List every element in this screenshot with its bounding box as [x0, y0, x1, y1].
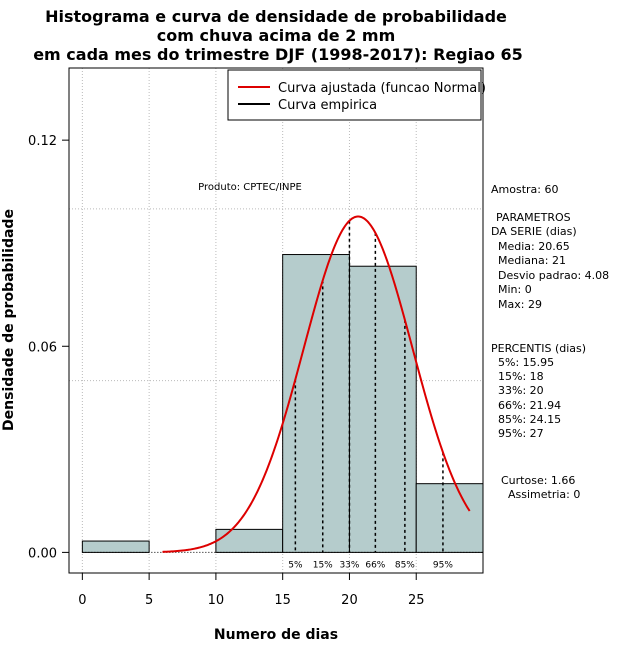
percentile-label: 5%: [288, 560, 303, 570]
pct-85: 85%: 24.15: [498, 413, 561, 426]
legend-label-fit: Curva ajustada (funcao Normal): [278, 81, 486, 96]
param-max: Max: 29: [498, 298, 542, 311]
normal-curve-layer: [162, 215, 471, 553]
legend: Curva ajustada (funcao Normal) Curva emp…: [227, 69, 486, 121]
product-annotation: Produto: CPTEC/INPE: [198, 182, 302, 193]
histogram-bar: [415, 483, 484, 553]
legend-box: [227, 69, 482, 121]
histogram-bar: [215, 528, 284, 553]
percentile-label: 66%: [365, 560, 385, 570]
pct-5: 5%: 15.95: [498, 356, 554, 369]
percentile-label: 85%: [395, 560, 415, 570]
y-axis-label: Densidade de probabilidade: [1, 209, 17, 431]
legend-label-empirical: Curva empirica: [278, 98, 377, 113]
percentile-label: 15%: [313, 560, 333, 570]
pct-title: PERCENTIS (dias): [491, 342, 586, 355]
y-tick-label: 0.12: [28, 134, 57, 149]
histogram-bars: [81, 254, 484, 553]
param-sd: Desvio padrao: 4.08: [498, 269, 609, 282]
chart-title-line-1: Histograma e curva de densidade de proba…: [45, 7, 507, 26]
x-tick-label: 20: [341, 593, 358, 608]
x-tick-label: 15: [274, 593, 291, 608]
chart-title-line-2: com chuva acima de 2 mm: [157, 26, 396, 45]
pct-33: 33%: 20: [498, 384, 544, 397]
chart-title-line-3: em cada mes do trimestre DJF (1998-2017)…: [33, 45, 523, 64]
sample-size: Amostra: 60: [491, 183, 558, 196]
pct-15: 15%: 18: [498, 370, 544, 383]
histogram-bar: [348, 265, 417, 553]
pct-66: 66%: 21.94: [498, 399, 561, 412]
y-tick-label: 0.06: [28, 340, 57, 355]
percentile-lines: 5% 15% 33% 66% 85% 95%: [288, 220, 453, 570]
percentile-label: 95%: [433, 560, 453, 570]
histogram-bar: [81, 540, 150, 553]
histogram-bar: [282, 254, 350, 553]
x-tick-label: 0: [78, 593, 86, 608]
params-title-2: DA SERIE (dias): [491, 225, 577, 238]
param-min: Min: 0: [498, 283, 532, 296]
param-median: Mediana: 21: [498, 254, 566, 267]
assimetria: Assimetria: 0: [508, 488, 580, 501]
curtose: Curtose: 1.66: [501, 474, 575, 487]
x-axis: 0 5 10 15 20 25: [78, 572, 425, 608]
x-tick-label: 5: [145, 593, 153, 608]
x-tick-label: 25: [408, 593, 425, 608]
normal-curve: [162, 215, 471, 553]
params-title-1: PARAMETROS: [496, 211, 571, 224]
y-axis: 0.00 0.06 0.12: [28, 134, 69, 561]
stats-panel: Amostra: 60 PARAMETROS DA SERIE (dias) M…: [491, 183, 609, 501]
param-mean: Media: 20.65: [498, 240, 570, 253]
x-axis-label: Numero de dias: [214, 627, 338, 643]
y-tick-label: 0.00: [28, 546, 57, 561]
x-tick-label: 10: [208, 593, 225, 608]
pct-95: 95%: 27: [498, 427, 544, 440]
percentile-label: 33%: [339, 560, 359, 570]
